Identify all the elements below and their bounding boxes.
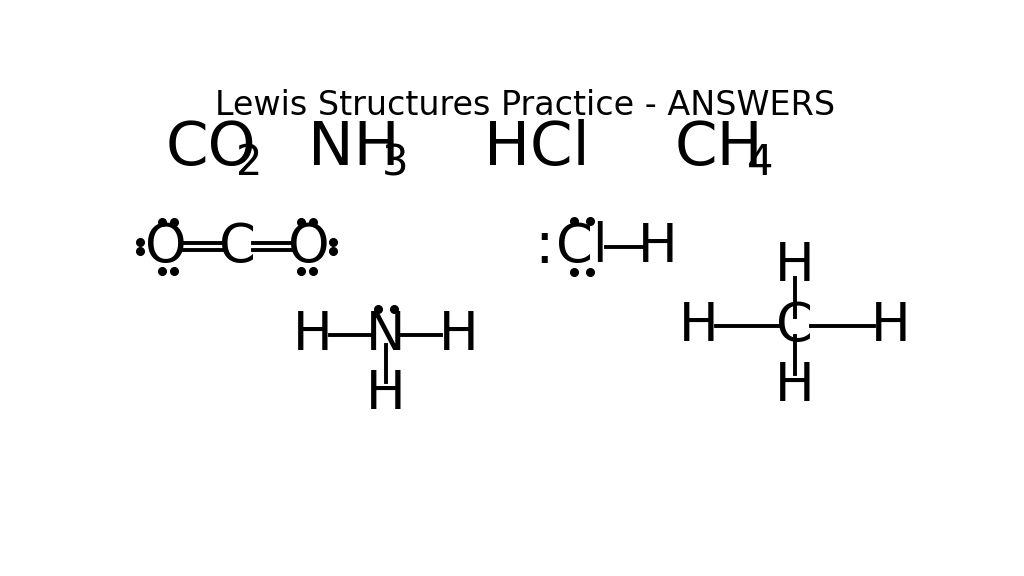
Text: HCl: HCl [484, 119, 590, 179]
Text: 2: 2 [237, 142, 262, 184]
Text: 4: 4 [748, 142, 774, 184]
Text: H: H [871, 300, 911, 353]
Text: H: H [638, 221, 678, 272]
Text: 3: 3 [382, 142, 409, 184]
Text: H: H [678, 300, 718, 353]
Text: CO: CO [166, 119, 257, 179]
Text: N: N [367, 309, 406, 361]
Text: C: C [776, 300, 813, 353]
Text: Lewis Structures Practice - ANSWERS: Lewis Structures Practice - ANSWERS [215, 89, 835, 122]
Text: NH: NH [308, 119, 400, 179]
Text: CH: CH [675, 119, 764, 179]
Text: H: H [775, 360, 814, 412]
Text: :: : [535, 218, 554, 275]
Text: H: H [367, 369, 406, 420]
Text: Cl: Cl [556, 221, 608, 272]
Text: H: H [293, 309, 333, 361]
Text: C: C [219, 221, 256, 272]
Text: O: O [145, 221, 187, 272]
Text: H: H [775, 241, 814, 293]
Text: H: H [439, 309, 479, 361]
Text: O: O [288, 221, 330, 272]
